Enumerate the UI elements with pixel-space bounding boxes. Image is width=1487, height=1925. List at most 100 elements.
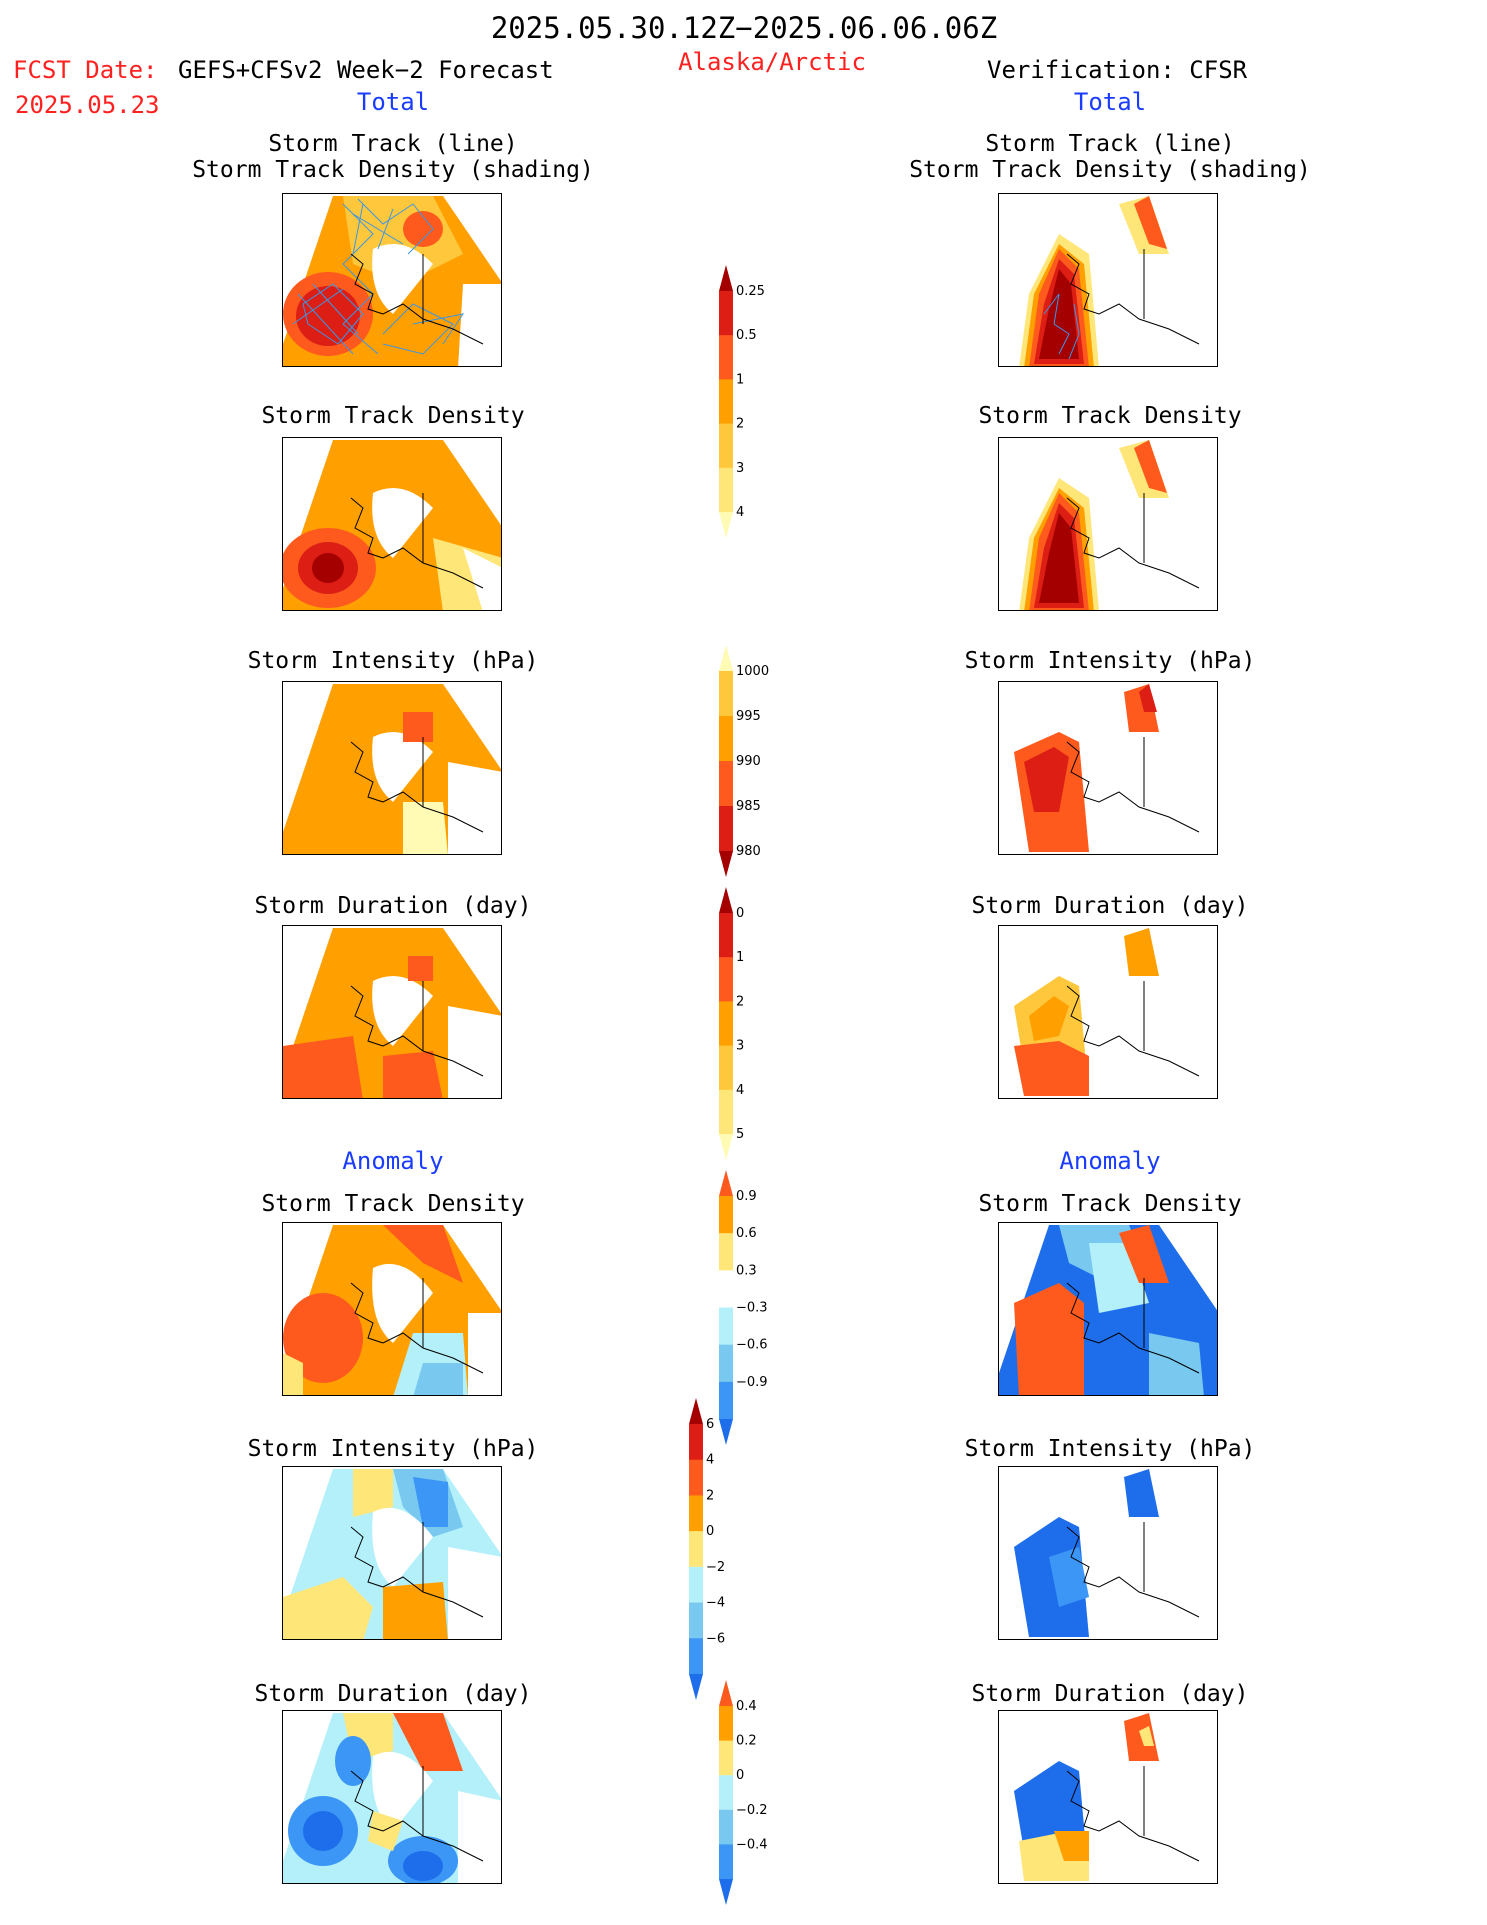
total_density_colorbar: 0.25 0.5 1 2 3 4 [719,265,765,538]
colorbar-swatch [689,1398,703,1424]
colorbar-tick-label: −0.6 [736,1338,768,1353]
colorbar-tick-label: 995 [736,709,761,724]
colorbar-swatch [719,1196,733,1234]
colorbar-swatch [719,1419,733,1445]
colorbar-swatch [719,1740,733,1776]
colorbar-tick-label: 3 [736,1039,744,1054]
total_duration_colorbar: 0 1 2 3 4 5 [719,887,744,1160]
colorbar-tick-label: 0.6 [736,1226,757,1241]
colorbar-swatch [719,645,733,671]
colorbar-tick-label: 3 [736,461,744,476]
title-density-left: Storm Track Density [261,403,525,429]
colorbar-tick-label: 0 [706,1524,714,1539]
colorbar-swatch [719,1270,733,1308]
colorbar-swatch [719,1381,733,1420]
map-density-forecast [282,437,502,611]
total_intensity_colorbar: 1000 995 990 985 980 [719,645,769,877]
colorbar-swatch [719,265,733,291]
map-intensity-forecast [282,681,502,855]
colorbar-swatch [719,379,733,425]
colorbar-swatch [719,467,733,513]
colorbar-tick-label: 0.9 [736,1189,757,1204]
colorbar-swatch [689,1638,703,1675]
colorbar-tick-label: −0.3 [736,1301,768,1316]
colorbar-swatch [689,1602,703,1639]
colorbar-tick-label: 1 [736,950,744,965]
fcst-date: 2025.05.23 [15,91,160,119]
colorbar-tick-label: 0.2 [736,1734,757,1749]
colorbar-tick-label: 985 [736,799,761,814]
period-title: 2025.05.30.12Z−2025.06.06.06Z [490,11,998,45]
colorbar-tick-label: 0.25 [736,284,765,299]
colorbar-swatch [689,1674,703,1700]
title-anom-duration-left: Storm Duration (day) [254,1681,532,1707]
colorbar-tick-label: 0 [736,1768,744,1783]
colorbar-tick-label: 4 [736,505,744,520]
colorbar-tick-label: 6 [706,1417,714,1432]
colorbar-swatch [719,1001,733,1047]
anomaly_duration_colorbar: 0.4 0.2 0 −0.2 −0.4 [719,1680,768,1905]
verification-label: Verification: CFSR [987,56,1248,84]
anomaly_density_colorbar: 0.9 0.6 0.3 −0.3 −0.6 −0.9 [719,1170,768,1445]
colorbar-swatch [689,1495,703,1532]
anomaly_intensity_colorbar: 6 4 2 0 −2 −4 −6 [689,1398,725,1700]
colorbar-swatch [719,512,733,538]
colorbar-swatch [719,335,733,380]
colorbar-swatch [719,1233,733,1271]
colorbar-swatch [719,1344,733,1383]
colorbar-tick-label: −0.4 [736,1837,768,1852]
colorbar-swatch [719,1680,733,1706]
colorbar-swatch [689,1531,703,1568]
region-label: Alaska/Arctic [678,48,866,76]
colorbar-tick-label: −2 [706,1560,725,1575]
colorbar-swatch [719,291,733,336]
total-label-right: Total [1073,88,1147,116]
map-anom-density-forecast [282,1222,502,1396]
title-intensity-right: Storm Intensity (hPa) [964,648,1256,674]
colorbar-tick-label: 1 [736,372,744,387]
fcst-date-label: FCST Date: [13,56,158,84]
title-track-density-shading-left: Storm Track Density (shading) [192,157,594,183]
colorbar-swatch [719,761,733,807]
colorbar-swatch [719,1844,733,1880]
map-density-verification [998,437,1218,611]
map-duration-forecast [282,925,502,1099]
colorbar-tick-label: 0 [736,906,744,921]
map-anom-intensity-forecast [282,1466,502,1640]
map-anom-density-verification [998,1222,1218,1396]
colorbar-swatch [719,1045,733,1091]
title-track-line-left: Storm Track (line) [268,131,518,157]
colorbar-tick-label: −0.9 [736,1375,768,1390]
title-anom-duration-right: Storm Duration (day) [971,1681,1249,1707]
map-track-forecast [282,193,502,367]
total-label-left: Total [356,88,430,116]
colorbar-tick-label: 4 [706,1453,714,1468]
colorbar-swatch [719,1775,733,1811]
colorbar-swatch [719,716,733,762]
colorbar-tick-label: 5 [736,1127,744,1142]
colorbar-swatch [719,1879,733,1905]
anomaly-label-right: Anomaly [1059,1147,1161,1175]
map-intensity-verification [998,681,1218,855]
colorbar-tick-label: 990 [736,754,761,769]
title-anom-density-left: Storm Track Density [261,1191,525,1217]
colorbar-swatch [689,1424,703,1461]
colorbar-tick-label: 1000 [736,664,769,679]
title-density-right: Storm Track Density [978,403,1242,429]
title-anom-density-right: Storm Track Density [978,1191,1242,1217]
colorbar-swatch [719,671,733,717]
colorbar-tick-label: −0.2 [736,1803,768,1818]
colorbar-tick-label: −4 [706,1596,725,1611]
title-anom-intensity-left: Storm Intensity (hPa) [247,1436,539,1462]
colorbar-swatch [689,1459,703,1496]
colorbar-tick-label: −6 [706,1631,725,1646]
title-duration-left: Storm Duration (day) [254,893,532,919]
map-anom-duration-verification [998,1710,1218,1884]
title-track-density-shading-right: Storm Track Density (shading) [909,157,1311,183]
title-duration-right: Storm Duration (day) [971,893,1249,919]
colorbar-swatch [689,1566,703,1604]
colorbar-tick-label: 2 [736,417,744,432]
anomaly-label-left: Anomaly [342,1147,444,1175]
colorbar-tick-label: 0.5 [736,328,757,343]
